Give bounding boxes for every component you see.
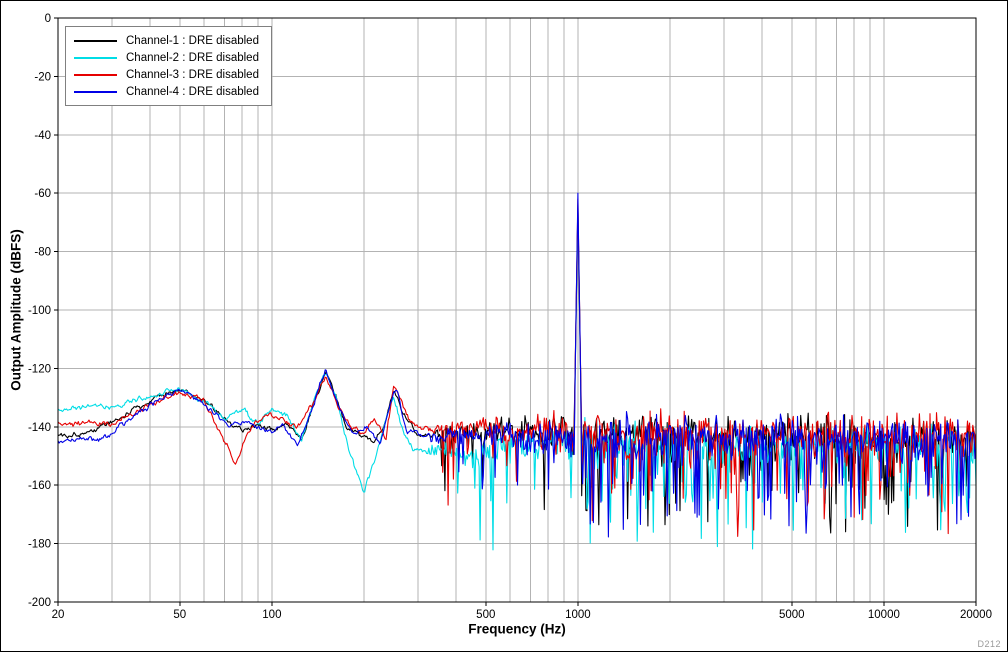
- legend-item-label: Channel-3 : DRE disabled: [126, 68, 259, 81]
- svg-text:-80: -80: [34, 247, 51, 259]
- legend-item-label: Channel-2 : DRE disabled: [126, 51, 259, 64]
- svg-text:100: 100: [262, 609, 281, 621]
- axis-ticks: [54, 17, 977, 606]
- watermark: D212: [977, 639, 1001, 649]
- chart-legend: Channel-1 : DRE disabled Channel-2 : DRE…: [65, 26, 272, 106]
- svg-text:-140: -140: [28, 422, 51, 434]
- svg-text:20: 20: [52, 609, 65, 621]
- legend-item-channel-3: Channel-3 : DRE disabled: [74, 66, 259, 83]
- legend-item-channel-2: Channel-2 : DRE disabled: [74, 49, 259, 66]
- svg-text:-180: -180: [28, 539, 51, 551]
- svg-text:-40: -40: [34, 130, 51, 142]
- svg-text:-160: -160: [28, 480, 51, 492]
- channel-3-line-swatch: [74, 73, 117, 76]
- svg-text:-120: -120: [28, 363, 51, 375]
- svg-text:0: 0: [45, 13, 51, 25]
- y-axis-label: Output Amplitude (dBFS): [8, 229, 24, 391]
- svg-text:10000: 10000: [868, 609, 900, 621]
- legend-item-label: Channel-1 : DRE disabled: [126, 34, 259, 47]
- svg-text:1000: 1000: [565, 609, 591, 621]
- svg-text:500: 500: [476, 609, 495, 621]
- channel-4-line-swatch: [74, 90, 117, 93]
- legend-item-channel-1: Channel-1 : DRE disabled: [74, 32, 259, 49]
- channel-1-line-swatch: [74, 39, 117, 42]
- legend-item-label: Channel-4 : DRE disabled: [126, 85, 259, 98]
- y-tick-labels: 0 -20 -40 -60 -80 -100 -120 -140 -160 -180 -200: [28, 13, 51, 609]
- series-lines: [58, 192, 976, 551]
- svg-text:-20: -20: [34, 71, 51, 83]
- series-line-channel-2: [58, 204, 976, 551]
- svg-text:-200: -200: [28, 597, 51, 609]
- svg-text:50: 50: [173, 609, 186, 621]
- series-line-channel-4: [58, 192, 976, 538]
- svg-text:-100: -100: [28, 305, 51, 317]
- svg-text:-60: -60: [34, 188, 51, 200]
- svg-text:5000: 5000: [779, 609, 805, 621]
- legend-item-channel-4: Channel-4 : DRE disabled: [74, 83, 259, 100]
- channel-2-line-swatch: [74, 56, 117, 59]
- series-line-channel-3: [58, 198, 976, 537]
- x-axis-label: Frequency (Hz): [468, 621, 566, 637]
- x-tick-labels: 20 50 100 500 1000 5000 10000 20000: [52, 609, 992, 621]
- svg-text:20000: 20000: [960, 609, 992, 621]
